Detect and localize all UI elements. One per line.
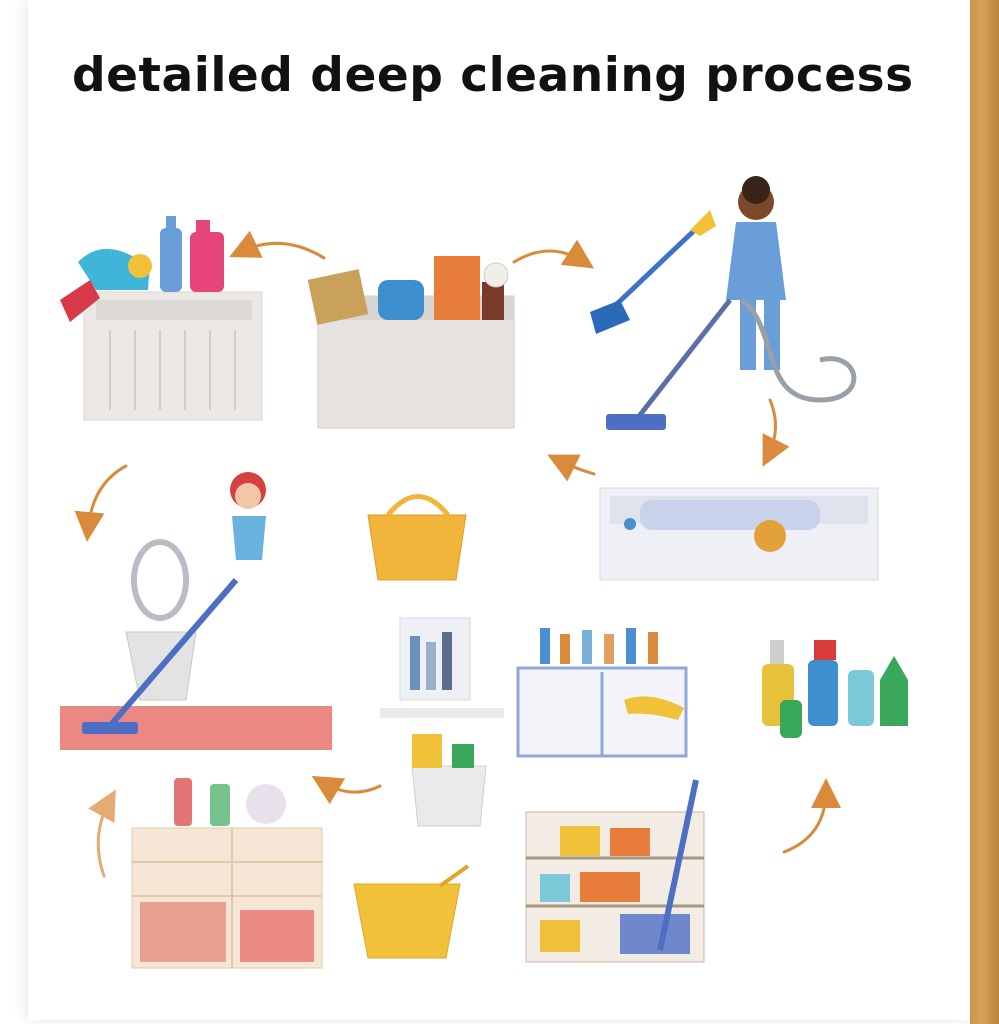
gold-edge [970,0,999,1024]
bathroom-shelf-icon [380,617,504,718]
flow-arrows [74,230,841,878]
arrow-icon [547,454,596,482]
arrow-icon [762,398,790,467]
bathtub-scrubbing-icon [599,487,879,581]
supply-rack-icon [525,779,705,963]
arrow-icon [88,789,116,878]
person-vacuuming-icon [590,176,857,430]
spray-bottles-icon [762,640,908,738]
arrow-icon [311,775,382,805]
arrow-icon [512,239,595,269]
woman-mopping-bathroom-icon [60,472,332,750]
mop-bucket-icon [353,864,470,959]
arrow-icon [74,464,128,542]
arrow-icon [229,230,326,260]
bin-with-supplies-icon [307,256,515,429]
page-title: detailed deep cleaning process [72,48,914,103]
kitchen-counter-icon [516,628,688,758]
sink-with-cleaning-bottles-icon [60,216,263,421]
yellow-bucket-icon [367,494,467,581]
arrow-icon [782,778,841,854]
supply-basket-icon [411,734,487,827]
storage-cabinet-icon [131,778,323,969]
